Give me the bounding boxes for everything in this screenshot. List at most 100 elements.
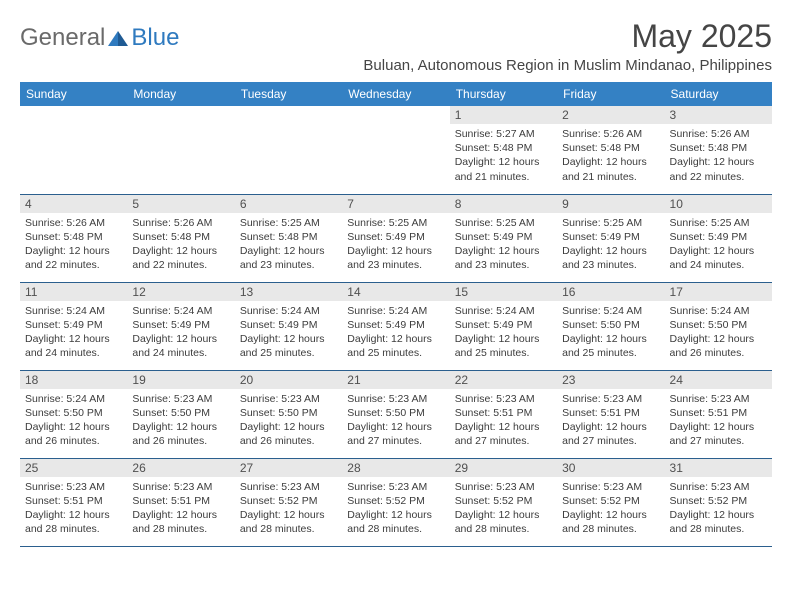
day-line-d2: and 28 minutes. [455, 522, 552, 536]
day-data: Sunrise: 5:24 AMSunset: 5:49 PMDaylight:… [450, 301, 557, 365]
day-line-d1: Daylight: 12 hours [670, 420, 767, 434]
day-line-ss: Sunset: 5:52 PM [240, 494, 337, 508]
day-number: 22 [450, 371, 557, 389]
day-line-ss: Sunset: 5:51 PM [455, 406, 552, 420]
day-line-d2: and 26 minutes. [240, 434, 337, 448]
day-data: Sunrise: 5:26 AMSunset: 5:48 PMDaylight:… [127, 213, 234, 277]
day-data: Sunrise: 5:23 AMSunset: 5:52 PMDaylight:… [235, 477, 342, 541]
day-data: Sunrise: 5:23 AMSunset: 5:52 PMDaylight:… [665, 477, 772, 541]
day-data: Sunrise: 5:26 AMSunset: 5:48 PMDaylight:… [20, 213, 127, 277]
day-line-sr: Sunrise: 5:27 AM [455, 127, 552, 141]
day-number: 31 [665, 459, 772, 477]
day-number: 5 [127, 195, 234, 213]
calendar-table: Sunday Monday Tuesday Wednesday Thursday… [20, 82, 772, 547]
calendar-row: 4Sunrise: 5:26 AMSunset: 5:48 PMDaylight… [20, 194, 772, 282]
day-line-ss: Sunset: 5:48 PM [455, 141, 552, 155]
calendar-body: 1Sunrise: 5:27 AMSunset: 5:48 PMDaylight… [20, 106, 772, 546]
day-line-ss: Sunset: 5:49 PM [347, 230, 444, 244]
calendar-cell: 27Sunrise: 5:23 AMSunset: 5:52 PMDayligh… [235, 458, 342, 546]
day-line-d1: Daylight: 12 hours [25, 332, 122, 346]
day-line-d1: Daylight: 12 hours [132, 244, 229, 258]
day-line-d1: Daylight: 12 hours [132, 332, 229, 346]
day-line-sr: Sunrise: 5:25 AM [562, 216, 659, 230]
day-number: 3 [665, 106, 772, 124]
day-line-d2: and 27 minutes. [670, 434, 767, 448]
day-line-sr: Sunrise: 5:26 AM [562, 127, 659, 141]
day-line-d2: and 23 minutes. [240, 258, 337, 272]
day-number: 1 [450, 106, 557, 124]
calendar-cell: 24Sunrise: 5:23 AMSunset: 5:51 PMDayligh… [665, 370, 772, 458]
calendar-cell: 16Sunrise: 5:24 AMSunset: 5:50 PMDayligh… [557, 282, 664, 370]
calendar-cell: 15Sunrise: 5:24 AMSunset: 5:49 PMDayligh… [450, 282, 557, 370]
day-line-ss: Sunset: 5:50 PM [670, 318, 767, 332]
day-line-sr: Sunrise: 5:26 AM [670, 127, 767, 141]
day-number: 17 [665, 283, 772, 301]
day-line-sr: Sunrise: 5:24 AM [670, 304, 767, 318]
day-number: 26 [127, 459, 234, 477]
day-line-sr: Sunrise: 5:23 AM [347, 392, 444, 406]
location-subtitle: Buluan, Autonomous Region in Muslim Mind… [20, 57, 772, 74]
day-number: 28 [342, 459, 449, 477]
page-title: May 2025 [631, 18, 772, 55]
day-line-d2: and 25 minutes. [562, 346, 659, 360]
day-header: Monday [127, 82, 234, 106]
day-line-d1: Daylight: 12 hours [455, 155, 552, 169]
day-number: 6 [235, 195, 342, 213]
day-number: 24 [665, 371, 772, 389]
day-line-sr: Sunrise: 5:24 AM [132, 304, 229, 318]
day-number: 16 [557, 283, 664, 301]
day-line-d2: and 21 minutes. [562, 170, 659, 184]
calendar-header-row: Sunday Monday Tuesday Wednesday Thursday… [20, 82, 772, 106]
day-data: Sunrise: 5:24 AMSunset: 5:50 PMDaylight:… [20, 389, 127, 453]
day-line-sr: Sunrise: 5:23 AM [25, 480, 122, 494]
day-line-sr: Sunrise: 5:24 AM [25, 392, 122, 406]
calendar-cell: 31Sunrise: 5:23 AMSunset: 5:52 PMDayligh… [665, 458, 772, 546]
day-line-sr: Sunrise: 5:24 AM [455, 304, 552, 318]
calendar-cell: 2Sunrise: 5:26 AMSunset: 5:48 PMDaylight… [557, 106, 664, 194]
day-header: Tuesday [235, 82, 342, 106]
day-line-d1: Daylight: 12 hours [132, 508, 229, 522]
day-line-d1: Daylight: 12 hours [347, 244, 444, 258]
day-line-d2: and 28 minutes. [347, 522, 444, 536]
day-data: Sunrise: 5:26 AMSunset: 5:48 PMDaylight:… [557, 124, 664, 188]
day-line-sr: Sunrise: 5:23 AM [240, 392, 337, 406]
calendar-cell: 7Sunrise: 5:25 AMSunset: 5:49 PMDaylight… [342, 194, 449, 282]
day-number: 10 [665, 195, 772, 213]
day-line-d2: and 26 minutes. [132, 434, 229, 448]
day-line-sr: Sunrise: 5:23 AM [132, 480, 229, 494]
day-line-ss: Sunset: 5:49 PM [240, 318, 337, 332]
day-line-d1: Daylight: 12 hours [562, 332, 659, 346]
day-line-d2: and 28 minutes. [25, 522, 122, 536]
day-header: Sunday [20, 82, 127, 106]
day-line-ss: Sunset: 5:50 PM [240, 406, 337, 420]
calendar-cell: 1 Sunrise: 5:27 AMSunset: 5:48 PMDaylight… [450, 106, 557, 194]
calendar-cell: 6Sunrise: 5:25 AMSunset: 5:48 PMDaylight… [235, 194, 342, 282]
calendar-cell [342, 106, 449, 194]
day-line-sr: Sunrise: 5:23 AM [132, 392, 229, 406]
calendar-row: 25Sunrise: 5:23 AMSunset: 5:51 PMDayligh… [20, 458, 772, 546]
day-line-ss: Sunset: 5:49 PM [25, 318, 122, 332]
calendar-cell: 20Sunrise: 5:23 AMSunset: 5:50 PMDayligh… [235, 370, 342, 458]
day-data: Sunrise: 5:24 AMSunset: 5:49 PMDaylight:… [127, 301, 234, 365]
day-data: Sunrise: 5:25 AMSunset: 5:49 PMDaylight:… [557, 213, 664, 277]
day-data: Sunrise: 5:23 AMSunset: 5:52 PMDaylight:… [450, 477, 557, 541]
day-line-sr: Sunrise: 5:23 AM [562, 480, 659, 494]
day-line-d2: and 22 minutes. [25, 258, 122, 272]
day-line-d2: and 28 minutes. [132, 522, 229, 536]
day-line-d2: and 27 minutes. [455, 434, 552, 448]
day-line-d1: Daylight: 12 hours [240, 244, 337, 258]
calendar-row: 11Sunrise: 5:24 AMSunset: 5:49 PMDayligh… [20, 282, 772, 370]
day-line-d1: Daylight: 12 hours [240, 332, 337, 346]
calendar-cell: 25Sunrise: 5:23 AMSunset: 5:51 PMDayligh… [20, 458, 127, 546]
calendar-cell: 30Sunrise: 5:23 AMSunset: 5:52 PMDayligh… [557, 458, 664, 546]
logo-text-blue: Blue [131, 24, 179, 52]
day-line-d2: and 22 minutes. [132, 258, 229, 272]
logo-triangle-icon [107, 29, 129, 47]
day-line-d1: Daylight: 12 hours [455, 332, 552, 346]
calendar-cell: 8Sunrise: 5:25 AMSunset: 5:49 PMDaylight… [450, 194, 557, 282]
day-data: Sunrise: 5:25 AMSunset: 5:49 PMDaylight:… [450, 213, 557, 277]
day-line-sr: Sunrise: 5:23 AM [347, 480, 444, 494]
day-line-ss: Sunset: 5:49 PM [455, 318, 552, 332]
day-line-ss: Sunset: 5:51 PM [670, 406, 767, 420]
day-line-ss: Sunset: 5:52 PM [347, 494, 444, 508]
